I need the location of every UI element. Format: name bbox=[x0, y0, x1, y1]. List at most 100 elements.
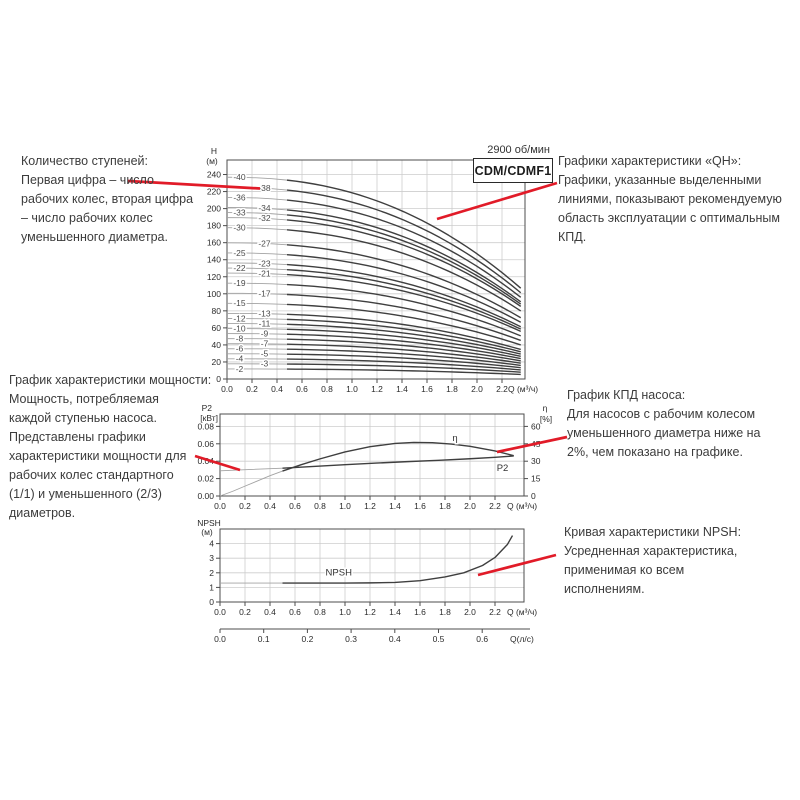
x-tick-label: 1.6 bbox=[421, 384, 433, 394]
eta-axis-unit: [%] bbox=[540, 414, 552, 424]
callout-line-efficiency bbox=[496, 435, 568, 454]
note-qh-title: Графики характеристики «QH»: bbox=[558, 154, 742, 168]
plot-border bbox=[226, 159, 526, 380]
P2-curve bbox=[282, 455, 514, 469]
qh-curve-thin bbox=[226, 333, 288, 335]
y-tick-label: 0 bbox=[216, 374, 221, 384]
x-tick-label: 1.2 bbox=[364, 501, 376, 511]
qh-curve-thin bbox=[226, 217, 288, 221]
eta-tick-label: 0 bbox=[531, 491, 536, 501]
lps-tick-label: 0.3 bbox=[345, 634, 357, 644]
stage-curve-label: -23 bbox=[258, 258, 271, 268]
x-tick-label: 0.4 bbox=[264, 501, 276, 511]
x-tick-label: 2.2 bbox=[496, 384, 508, 394]
eta-tick-label: 60 bbox=[531, 421, 541, 431]
x-tick-label: 1.8 bbox=[439, 501, 451, 511]
x-tick-label: 0.6 bbox=[289, 607, 301, 617]
note-efficiency: График КПД насоса: Для насосов с рабочим… bbox=[567, 386, 781, 462]
qh-curve bbox=[286, 338, 521, 362]
x-tick-label: 1.0 bbox=[339, 607, 351, 617]
lps-axis-unit: Q(л/с) bbox=[510, 634, 534, 644]
stage-curve-label: -11 bbox=[259, 319, 271, 329]
lps-tick-label: 0.1 bbox=[258, 634, 270, 644]
qh-curve bbox=[286, 283, 522, 337]
plot-border bbox=[219, 528, 525, 603]
x-tick-label: 0.4 bbox=[271, 384, 283, 394]
stage-curve-label: -15 bbox=[233, 298, 246, 308]
stage-curve-label: -22 bbox=[233, 263, 246, 273]
callout-lines bbox=[127, 179, 568, 577]
η-curve bbox=[282, 441, 514, 472]
npsh-tick-label: 4 bbox=[209, 539, 214, 549]
qh-curve-thin bbox=[226, 328, 288, 330]
x-tick-label: 0.8 bbox=[314, 501, 326, 511]
note-npsh-body: Усредненная характеристика, применимая к… bbox=[564, 544, 738, 596]
npsh-tick-label: 1 bbox=[209, 582, 214, 592]
x-tick-label: 1.2 bbox=[371, 384, 383, 394]
y-tick-label: 40 bbox=[212, 340, 222, 350]
stage-curve-label: -2 bbox=[236, 364, 244, 374]
x-tick-label: 1.2 bbox=[364, 607, 376, 617]
x-axis-unit: Q (м³/ч) bbox=[507, 501, 537, 511]
qh-curve-thin bbox=[226, 252, 288, 256]
lps-tick-label: 0.0 bbox=[214, 634, 226, 644]
qh-curve bbox=[286, 209, 522, 303]
y-tick-label: 80 bbox=[212, 306, 222, 316]
note-qh-body: Графики, указанные выделенными линиями, … bbox=[558, 173, 782, 244]
qh-chart: 0.0 0.2 0.4 0.6 0.8 1.0 1.2 1.4 1.6 1.8 2.0 2.2 Q (м… bbox=[206, 146, 538, 394]
note-efficiency-body: Для насосов с рабочим колесом уменьшенно… bbox=[567, 407, 761, 459]
npsh-chart: 0.0 0.2 0.4 0.6 0.8 1.0 1.2 1.4 1.6 1.8 2.0 2.2 Q (м… bbox=[197, 518, 537, 644]
x-tick-label: 2.0 bbox=[464, 501, 476, 511]
x-tick-label: 0.0 bbox=[214, 501, 226, 511]
callout-line-npsh bbox=[477, 553, 557, 577]
note-efficiency-title: График КПД насоса: bbox=[567, 388, 686, 402]
x-tick-label: 0.2 bbox=[239, 501, 251, 511]
qh-curve bbox=[286, 363, 521, 373]
qh-curve bbox=[286, 318, 521, 353]
qh-curve bbox=[286, 263, 522, 328]
x-axis-unit: Q (м³/ч) bbox=[507, 607, 537, 617]
qh-curve bbox=[286, 229, 522, 312]
y-tick-label: 180 bbox=[207, 221, 221, 231]
npsh-curve bbox=[282, 535, 514, 584]
stage-curve-label: -3 bbox=[261, 359, 269, 369]
x-tick-label: 0.0 bbox=[221, 384, 233, 394]
stage-curve-label: -9 bbox=[261, 329, 269, 339]
qh-curve-thin bbox=[226, 312, 288, 315]
x-tick-label: 1.8 bbox=[439, 607, 451, 617]
qh-curve-thin bbox=[226, 338, 288, 340]
lps-tick-label: 0.2 bbox=[301, 634, 313, 644]
stage-curve-label: -27 bbox=[258, 238, 271, 248]
y-tick-label: 140 bbox=[207, 255, 221, 265]
qh-curve-thin bbox=[226, 262, 288, 266]
qh-curve bbox=[286, 268, 522, 330]
p2-axis-unit: P2 bbox=[202, 403, 213, 413]
note-npsh-title: Кривая характеристики NPSH: bbox=[564, 525, 742, 539]
callout-line-qh bbox=[436, 181, 558, 221]
P2-curve-label: P2 bbox=[497, 463, 509, 474]
qh-curve-thin bbox=[226, 207, 288, 211]
qh-curve-thin bbox=[226, 176, 288, 181]
y-axis-unit: (м) bbox=[206, 156, 218, 166]
qh-curve bbox=[286, 254, 522, 323]
stage-curve-label: -8 bbox=[236, 333, 244, 343]
lps-tick-label: 0.4 bbox=[389, 634, 401, 644]
qh-curve bbox=[286, 244, 522, 319]
x-tick-label: 1.8 bbox=[446, 384, 458, 394]
qh-curve-thin bbox=[226, 212, 288, 216]
stage-curve-label: -34 bbox=[258, 203, 271, 213]
qh-curve-thin bbox=[226, 302, 288, 305]
qh-curve bbox=[286, 348, 521, 367]
η-curve-thin bbox=[219, 470, 283, 497]
note-npsh: Кривая характеристики NPSH: Усредненная … bbox=[564, 523, 764, 599]
stage-curve-label: -40 bbox=[233, 172, 246, 182]
x-tick-label: 1.0 bbox=[339, 501, 351, 511]
x-tick-label: 0.6 bbox=[289, 501, 301, 511]
eta-tick-label: 30 bbox=[531, 456, 541, 466]
p2-tick-label: 0.02 bbox=[197, 474, 214, 484]
y-tick-label: 20 bbox=[212, 357, 222, 367]
note-power: График характеристики мощности: Мощность… bbox=[9, 371, 211, 523]
qh-curve-thin bbox=[226, 272, 288, 276]
qh-curve-thin bbox=[226, 227, 288, 231]
